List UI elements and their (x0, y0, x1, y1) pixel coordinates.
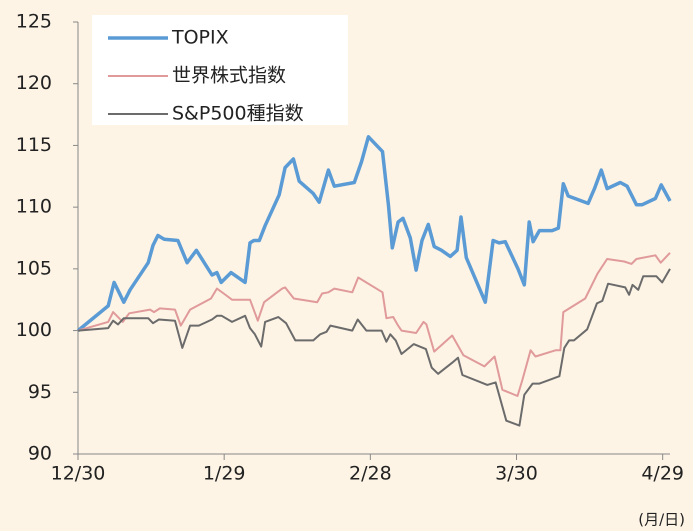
y-tick-label: 100 (16, 319, 52, 341)
legend-label: 世界株式指数 (172, 65, 286, 87)
x-tick-label: 3/30 (495, 463, 538, 485)
legend-label: S&P500種指数 (172, 103, 304, 125)
y-tick-label: 115 (16, 134, 52, 156)
y-tick-label: 95 (28, 381, 52, 403)
x-tick-label: 4/29 (641, 463, 684, 485)
series-line (77, 268, 671, 427)
series-line (77, 252, 671, 397)
x-unit-label: (月/日) (638, 511, 685, 529)
x-tick-label: 1/29 (203, 463, 246, 485)
y-tick-label: 110 (16, 196, 52, 218)
x-tick-label: 12/30 (51, 463, 106, 485)
legend-box (92, 15, 348, 125)
y-tick-label: 90 (28, 443, 52, 465)
y-tick-label: 105 (16, 257, 52, 279)
y-tick-label: 120 (16, 72, 52, 94)
legend-label: TOPIX (171, 27, 229, 49)
series-line (76, 135, 672, 332)
y-tick-label: 125 (16, 11, 52, 33)
x-tick-label: 2/28 (349, 463, 392, 485)
